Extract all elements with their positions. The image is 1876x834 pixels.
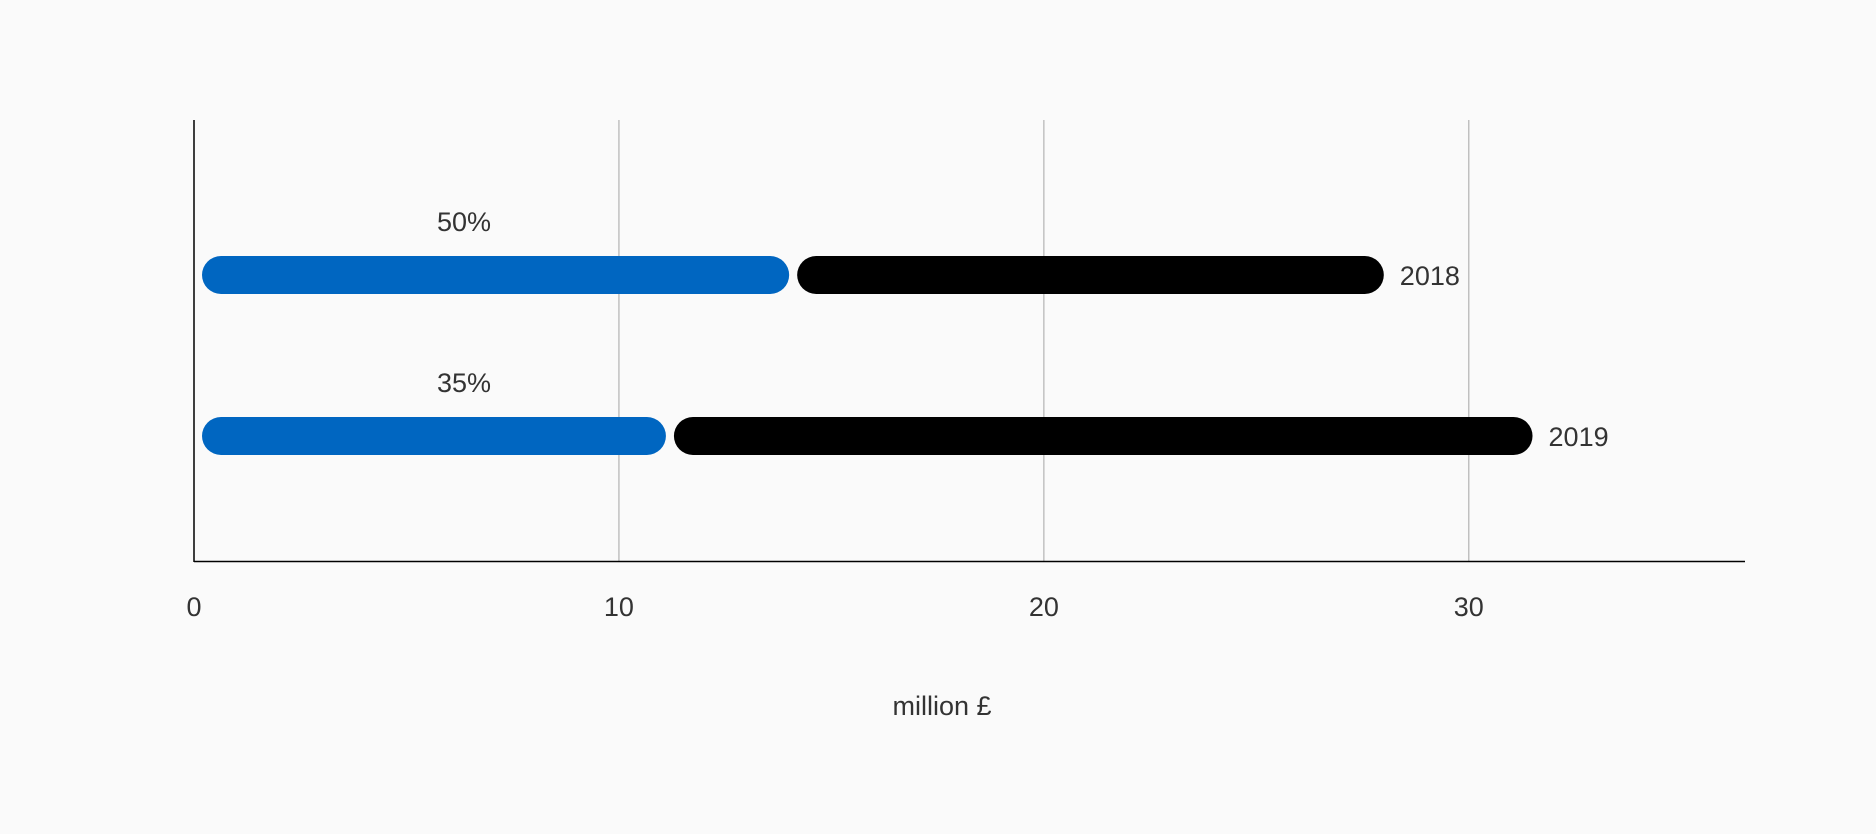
bar-2019-segment-1 bbox=[202, 417, 666, 455]
percent-label-2018: 50% bbox=[437, 207, 491, 237]
x-tick-labels: 0 10 20 30 bbox=[186, 592, 1483, 622]
bar-2018-segment-1 bbox=[202, 256, 790, 294]
axes bbox=[193, 120, 1745, 563]
bar-label-2018: 2018 bbox=[1400, 261, 1460, 291]
x-axis-label: million £ bbox=[892, 691, 991, 721]
x-tick-label-1: 10 bbox=[604, 592, 634, 622]
x-tick-label-3: 30 bbox=[1454, 592, 1484, 622]
grid-lines bbox=[618, 120, 1470, 562]
bar-label-2019: 2019 bbox=[1549, 422, 1609, 452]
x-tick-label-2: 20 bbox=[1029, 592, 1059, 622]
percent-label-2019: 35% bbox=[437, 368, 491, 398]
bar-labels: 2018 50% 2019 35% bbox=[437, 207, 1609, 452]
x-tick-label-0: 0 bbox=[186, 592, 201, 622]
bar-2018-segment-2 bbox=[797, 256, 1384, 294]
bar-2019-segment-2 bbox=[673, 417, 1533, 455]
bars bbox=[202, 256, 1533, 455]
